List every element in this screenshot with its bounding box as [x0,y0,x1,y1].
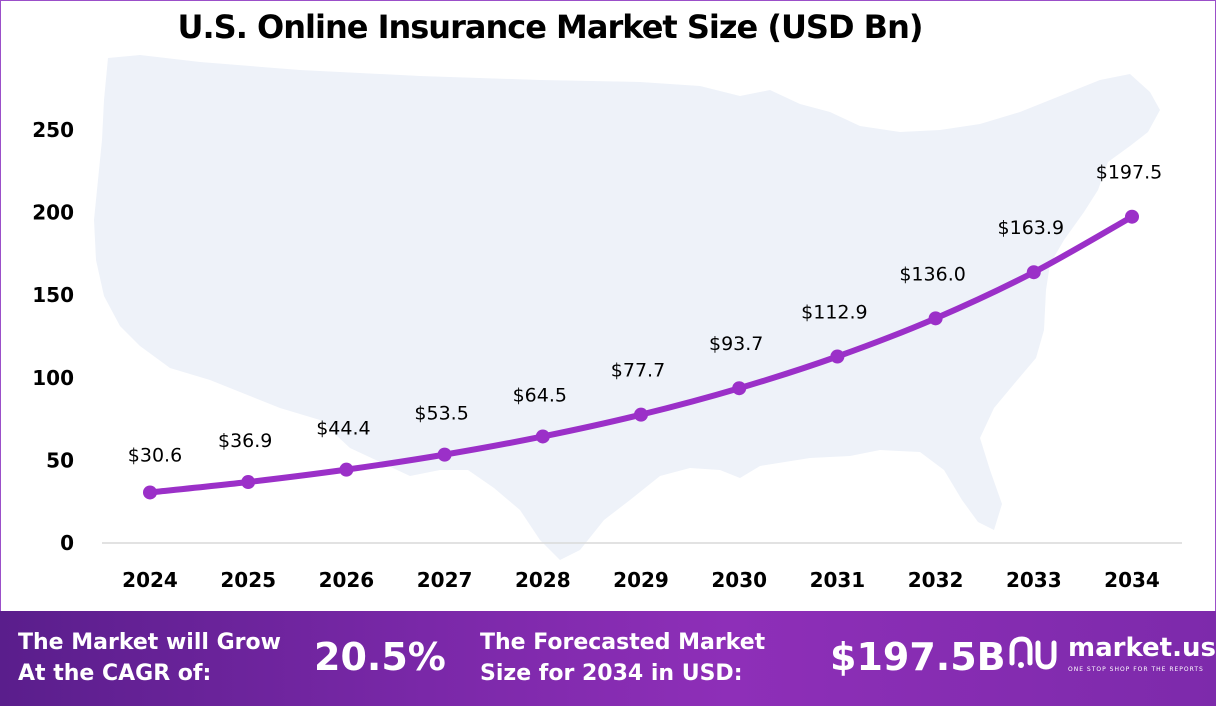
data-label: $36.9 [218,430,272,452]
cagr-value: 20.5% [314,635,446,679]
x-tick-label: 2034 [1104,568,1160,592]
cagr-label: The Market will Grow At the CAGR of: [18,627,281,689]
data-label: $163.9 [998,217,1064,239]
x-tick-label: 2030 [711,568,767,592]
x-tick-label: 2031 [810,568,866,592]
y-tick-label: 250 [32,118,74,142]
usa-map-silhouette [94,55,1160,560]
footer-banner: The Market will Grow At the CAGR of: 20.… [0,611,1216,706]
x-tick-label: 2032 [908,568,964,592]
data-label: $30.6 [128,444,182,466]
y-tick-label: 150 [32,283,74,307]
brand-tagline: ONE STOP SHOP FOR THE REPORTS [1068,666,1204,673]
data-label: $77.7 [611,360,665,382]
x-tick-label: 2028 [515,568,571,592]
brand-name: market.us [1068,633,1216,663]
data-point [1026,265,1041,280]
data-label: $64.5 [513,384,567,406]
y-tick-label: 100 [32,366,74,390]
x-tick-label: 2027 [417,568,473,592]
series-line [147,213,1135,496]
chart-title: U.S. Online Insurance Market Size (USD B… [177,8,924,46]
y-tick-label: 200 [32,201,74,225]
data-point [437,447,452,462]
x-tick-label: 2026 [319,568,375,592]
data-point [928,311,943,326]
x-tick-label: 2024 [122,568,178,592]
y-tick-label: 0 [60,531,74,555]
forecast-label-line2: Size for 2034 in USD: [480,661,743,686]
forecast-label-line1: The Forecasted Market [480,630,766,655]
data-label: $112.9 [801,301,867,323]
data-point [830,349,845,364]
cagr-label-line1: The Market will Grow [18,630,281,655]
data-point [143,485,157,500]
data-label: $136.0 [899,263,965,285]
data-label: $53.5 [414,403,468,425]
data-point [732,381,747,396]
x-tick-label: 2029 [613,568,669,592]
data-label: $44.4 [316,418,370,440]
x-tick-label: 2025 [220,568,276,592]
data-label: $197.5 [1096,162,1162,184]
forecast-label: The Forecasted Market Size for 2034 in U… [480,627,765,689]
data-label: $93.7 [709,333,763,355]
y-tick-label: 50 [46,448,74,472]
data-point [241,475,256,490]
x-tick-label: 2033 [1006,568,1062,592]
forecast-value: $197.5B [830,635,1006,679]
line-chart: 0 50 100 150 200 250 2024 2025 2026 2027 2028 2029… [32,55,1182,592]
data-point [634,407,648,422]
data-point [535,429,550,444]
market-us-logo-icon [1009,636,1057,670]
data-point [339,462,354,477]
cagr-label-line2: At the CAGR of: [18,661,212,686]
data-point [1125,209,1139,224]
